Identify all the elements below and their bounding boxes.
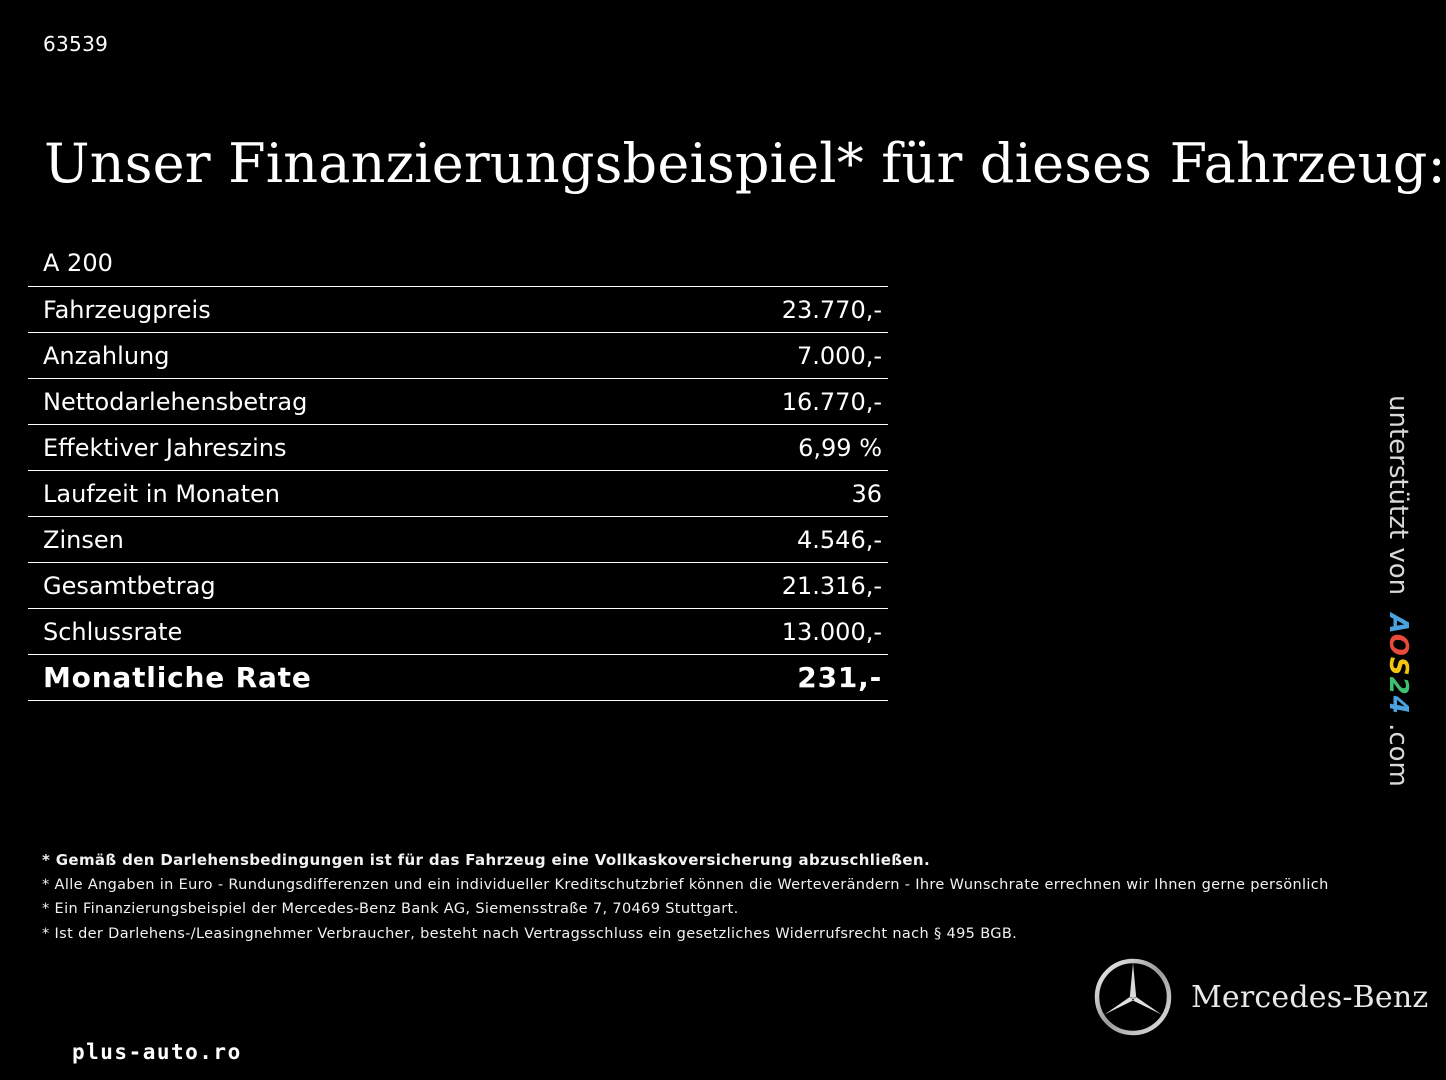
disclaimer-block: * Gemäß den Darlehensbedingungen ist für… [42, 848, 1329, 946]
finance-row-monthly-rate: Monatliche Rate 231,- [28, 655, 888, 701]
row-value: 4.546,- [797, 525, 882, 554]
sponsor-credit: unterstützt von AOS24 .com [1373, 395, 1413, 795]
total-label: Monatliche Rate [43, 661, 312, 694]
disclaimer-line: * Ein Finanzierungsbeispiel der Mercedes… [42, 901, 739, 917]
row-value: 16.770,- [781, 387, 882, 416]
financing-table: A 200 Fahrzeugpreis 23.770,- Anzahlung 7… [28, 240, 888, 701]
finance-row-total-amount: Gesamtbetrag 21.316,- [28, 563, 888, 609]
aos24-logo: AOS24 [1383, 613, 1413, 715]
reference-id: 63539 [43, 32, 109, 56]
row-value: 36 [851, 479, 882, 508]
total-value: 231,- [797, 661, 882, 694]
disclaimer-line: * Gemäß den Darlehensbedingungen ist für… [42, 851, 931, 869]
finance-row-interest: Zinsen 4.546,- [28, 517, 888, 563]
sponsor-suffix: .com [1383, 723, 1413, 787]
row-label: Fahrzeugpreis [43, 295, 211, 324]
finance-row-final-installment: Schlussrate 13.000,- [28, 609, 888, 655]
model-name: A 200 [28, 240, 888, 287]
finance-row-apr: Effektiver Jahreszins 6,99 % [28, 425, 888, 471]
brand-logo: Mercedes-Benz [1093, 957, 1428, 1037]
row-value: 21.316,- [781, 571, 882, 600]
row-value: 23.770,- [781, 295, 882, 324]
disclaimer-line: * Alle Angaben in Euro - Rundungsdiffere… [42, 876, 1329, 893]
mercedes-star-icon [1094, 958, 1172, 1036]
sponsor-text: unterstützt von AOS24 .com [1383, 395, 1413, 787]
row-label: Laufzeit in Monaten [43, 479, 281, 508]
finance-row-net-loan: Nettodarlehensbetrag 16.770,- [28, 379, 888, 425]
site-watermark: plus-auto.ro [72, 1040, 242, 1064]
finance-row-term: Laufzeit in Monaten 36 [28, 471, 888, 517]
sponsor-prefix: unterstützt von [1383, 395, 1413, 596]
row-label: Gesamtbetrag [43, 571, 216, 600]
finance-row-down-payment: Anzahlung 7.000,- [28, 333, 888, 379]
row-label: Nettodarlehensbetrag [43, 387, 308, 416]
finance-row-vehicle-price: Fahrzeugpreis 23.770,- [28, 287, 888, 333]
row-label: Zinsen [43, 525, 124, 554]
row-label: Anzahlung [43, 341, 170, 370]
row-value: 7.000,- [797, 341, 882, 370]
row-label: Schlussrate [43, 617, 183, 646]
disclaimer-line: * Ist der Darlehens-/Leasingnehmer Verbr… [42, 925, 1018, 942]
row-label: Effektiver Jahreszins [43, 433, 287, 462]
row-value: 13.000,- [781, 617, 882, 646]
row-value: 6,99 % [798, 433, 882, 462]
brand-name: Mercedes-Benz [1191, 979, 1429, 1015]
page-title: Unser Finanzierungsbeispiel* für dieses … [44, 132, 1446, 196]
